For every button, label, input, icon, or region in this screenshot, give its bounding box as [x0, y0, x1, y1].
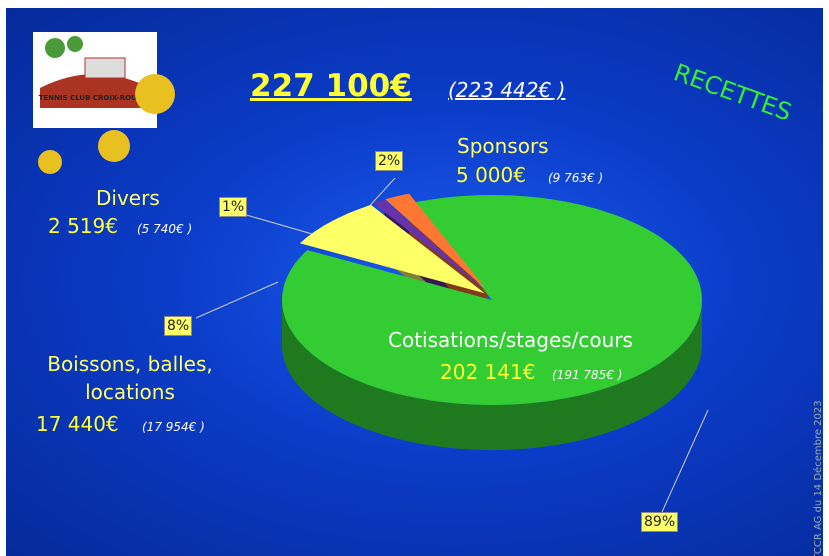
amount: 5 000€ — [456, 163, 526, 187]
previous-amount: (5 740€ ) — [137, 222, 192, 236]
ball — [135, 74, 175, 114]
category-label: Cotisations/stages/cours — [388, 328, 633, 352]
leader-line — [662, 410, 708, 512]
leader-line — [196, 282, 278, 318]
footer: TCCR AG du 14 Décembre 2023 — [812, 400, 824, 556]
side-title: RECETTES — [670, 58, 795, 126]
pie — [282, 194, 702, 450]
previous-amount: (17 954€ ) — [142, 420, 205, 434]
subtitle: (223 442€ ) — [448, 78, 565, 102]
category-label: Boissons, balles, locations — [20, 350, 240, 406]
logo-house — [85, 58, 125, 78]
percent-label: 8% — [164, 316, 192, 336]
percent-label: 89% — [641, 512, 678, 532]
category-label: Sponsors — [457, 134, 549, 158]
amount: 202 141€ — [440, 360, 535, 384]
ball — [38, 150, 62, 174]
chart: TENNIS CLUB CROIX-ROUSSE RECETTES TCCR A… — [0, 0, 829, 556]
logo-tree — [67, 36, 83, 52]
previous-amount: (9 763€ ) — [548, 171, 603, 185]
percent-label: 2% — [375, 151, 403, 171]
amount: 2 519€ — [48, 214, 118, 238]
title: 227 100€ — [250, 68, 412, 104]
slide-page: TENNIS CLUB CROIX-ROUSSE RECETTES TCCR A… — [0, 0, 829, 556]
ball — [98, 130, 130, 162]
logo-text: TENNIS CLUB CROIX-ROUSSE — [39, 94, 152, 102]
category-label: Divers — [96, 186, 160, 210]
previous-amount: (191 785€ ) — [552, 368, 622, 382]
percent-label: 1% — [219, 197, 247, 217]
logo-tree — [45, 38, 65, 58]
amount: 17 440€ — [36, 412, 119, 436]
